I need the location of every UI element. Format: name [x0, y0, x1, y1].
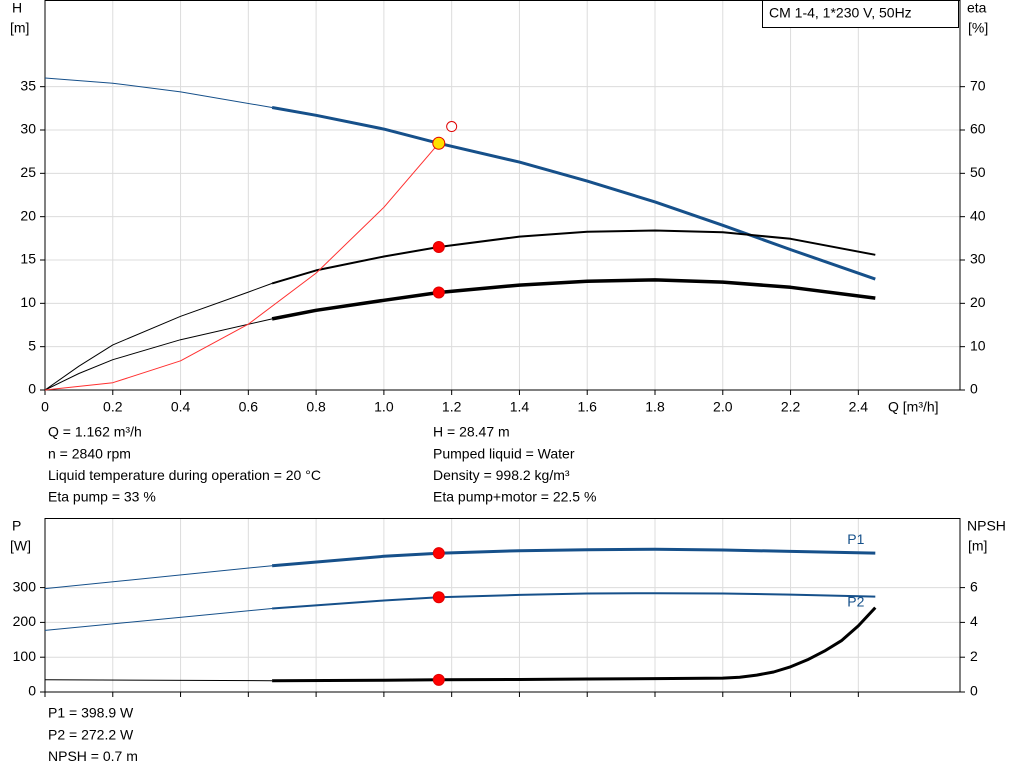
y-tick-label: 30 — [20, 121, 36, 137]
y-axis-unit: [m] — [10, 20, 29, 36]
y2-tick-label: 2 — [970, 648, 978, 664]
curve — [44, 282, 273, 391]
operating-info: Density = 998.2 kg/m³ — [433, 467, 570, 483]
x-tick-label: 1.4 — [510, 399, 530, 415]
y2-tick-label: 50 — [970, 164, 986, 180]
operating-point — [432, 241, 445, 253]
x-tick-label: 0 — [41, 399, 49, 415]
curve — [272, 606, 877, 683]
operating-info: Pumped liquid = Water — [433, 445, 575, 461]
operating-info: H = 28.47 m — [433, 424, 510, 440]
plot-frame — [44, 518, 961, 693]
x-axis-label: Q [m³/h] — [888, 399, 939, 415]
operating-info: NPSH = 0.7 m — [48, 748, 138, 764]
y2-tick-label: 70 — [970, 77, 986, 93]
title-box — [762, 0, 959, 28]
y-axis-unit: [W] — [10, 538, 31, 554]
curve — [271, 547, 876, 568]
x-tick-label: 2.0 — [713, 399, 733, 415]
x-tick-label: 1.8 — [645, 399, 665, 415]
curve — [271, 278, 876, 321]
y-tick-label: 0 — [28, 683, 36, 699]
x-tick-label: 1.6 — [577, 399, 597, 415]
y2-tick-label: 4 — [970, 613, 978, 629]
operating-point — [432, 286, 445, 299]
x-tick-label: 1.0 — [374, 399, 394, 415]
y2-axis-label: NPSH — [967, 518, 1006, 534]
y-tick-label: 15 — [20, 251, 36, 267]
y-tick-label: 200 — [13, 613, 37, 629]
curve — [271, 229, 876, 285]
y-axis-label: H — [12, 0, 22, 16]
operating-info: n = 2840 rpm — [48, 445, 131, 461]
curve-label: P2 — [847, 593, 864, 609]
chart-title: CM 1-4, 1*230 V, 50Hz — [769, 5, 912, 21]
curve — [44, 679, 273, 682]
x-tick-label: 0.6 — [239, 399, 259, 415]
curve — [44, 142, 440, 391]
x-tick-label: 1.2 — [442, 399, 462, 415]
operating-point — [446, 121, 458, 133]
y2-tick-label: 6 — [970, 578, 978, 594]
operating-info: P2 = 272.2 W — [48, 726, 134, 742]
x-tick-label: 2.4 — [849, 399, 869, 415]
y-axis-label: P — [12, 518, 21, 534]
operating-info: Eta pump = 33 % — [48, 489, 156, 505]
y2-axis-unit: [%] — [968, 20, 988, 36]
operating-point — [432, 673, 445, 686]
y-tick-label: 25 — [20, 164, 36, 180]
curve-label: P1 — [847, 531, 864, 547]
y2-tick-label: 60 — [970, 121, 986, 137]
y2-tick-label: 30 — [970, 251, 986, 267]
y-tick-label: 35 — [20, 77, 36, 93]
operating-info: Eta pump+motor = 22.5 % — [433, 489, 596, 505]
operating-info: P1 = 398.9 W — [48, 705, 134, 721]
y2-tick-label: 20 — [970, 294, 986, 310]
curve — [44, 565, 273, 590]
y2-tick-label: 0 — [970, 683, 978, 699]
operating-point — [432, 136, 446, 150]
y2-tick-label: 0 — [970, 381, 978, 397]
x-tick-label: 0.4 — [171, 399, 191, 415]
y2-tick-label: 10 — [970, 337, 986, 353]
curve — [44, 318, 273, 391]
operating-info: Q = 1.162 m³/h — [48, 424, 142, 440]
operating-point — [432, 591, 445, 604]
x-tick-label: 2.2 — [781, 399, 801, 415]
curve — [44, 77, 273, 108]
y-tick-label: 0 — [28, 381, 36, 397]
operating-point — [432, 547, 445, 560]
plot-frame — [44, 0, 961, 391]
y2-axis-label: eta — [967, 0, 987, 16]
x-tick-label: 0.8 — [306, 399, 326, 415]
curve — [272, 592, 876, 610]
y-tick-label: 100 — [13, 648, 37, 664]
y-tick-label: 10 — [20, 294, 36, 310]
y2-axis-unit: [m] — [968, 538, 987, 554]
y-tick-label: 300 — [13, 578, 37, 594]
y-tick-label: 20 — [20, 207, 36, 223]
x-tick-label: 0.2 — [103, 399, 123, 415]
y2-tick-label: 40 — [970, 207, 986, 223]
curve — [44, 608, 273, 631]
operating-info: Liquid temperature during operation = 20… — [48, 467, 321, 483]
y-tick-label: 5 — [28, 337, 36, 353]
curve — [271, 106, 876, 281]
